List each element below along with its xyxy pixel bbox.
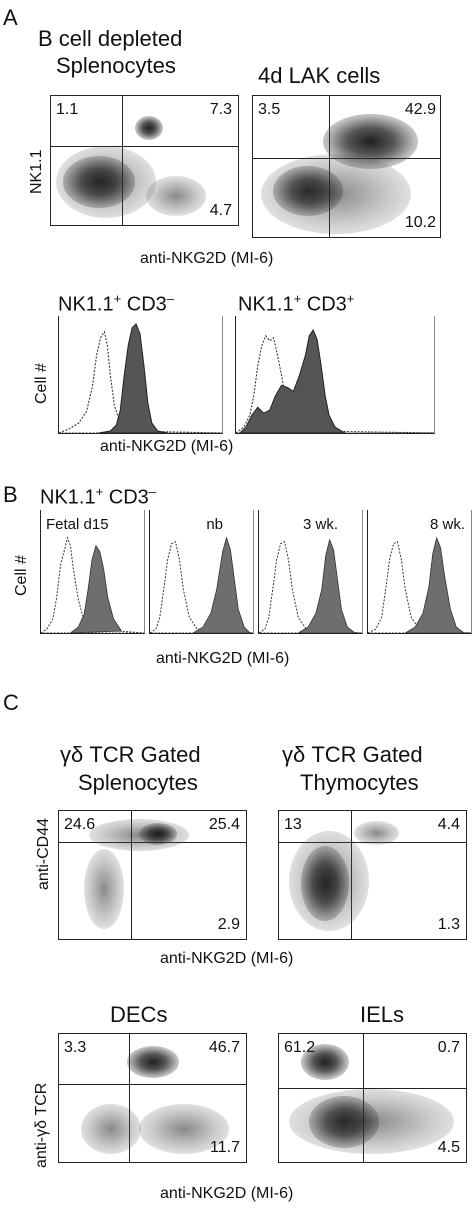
panel-letter-c: C bbox=[3, 690, 19, 715]
histogram-label: 8 wk. bbox=[429, 516, 465, 533]
histogram-label: Fetal d15 bbox=[46, 516, 109, 533]
scatter-plot-decs: 3.3 46.7 11.7 bbox=[58, 1033, 247, 1163]
quadrant-upper-left: 24.6 bbox=[64, 816, 96, 833]
y-axis-label-cd44: anti-CD44 bbox=[35, 817, 52, 890]
plot-title-line1: γδ TCR Gated bbox=[60, 742, 201, 767]
quadrant-upper-left: 3.3 bbox=[64, 1039, 87, 1056]
quadrant-lower-right: 4.7 bbox=[209, 202, 232, 219]
histogram-nk-cd3pos bbox=[235, 316, 435, 434]
plot-title-iels: IELs bbox=[360, 1002, 405, 1027]
panel-letter-a: A bbox=[3, 5, 18, 30]
hist-y-axis-label: Cell # bbox=[33, 363, 50, 404]
quadrant-upper-left: 3.5 bbox=[258, 101, 281, 118]
histogram-nb: nb bbox=[149, 510, 254, 634]
quadrant-lower-right: 4.5 bbox=[437, 1139, 460, 1156]
scatter-plot-lak-cells: 3.5 42.9 10.2 bbox=[252, 95, 441, 238]
quadrant-upper-left: 61.2 bbox=[284, 1039, 316, 1056]
quadrant-lower-right: 2.9 bbox=[217, 916, 240, 933]
plot-title-line1: B cell depleted bbox=[38, 26, 183, 51]
histogram-3-wk: 3 wk. bbox=[258, 510, 363, 634]
histogram-nk-cd3neg bbox=[58, 316, 223, 434]
quadrant-lower-right: 11.7 bbox=[210, 1139, 240, 1156]
hist-title-nk-cd3pos: NK1.1+ CD3+ bbox=[238, 291, 355, 316]
quadrant-upper-right: 42.9 bbox=[404, 101, 436, 118]
quadrant-upper-right: 7.3 bbox=[209, 101, 232, 118]
plot-title: 4d LAK cells bbox=[258, 63, 381, 88]
histogram-8-wk: 8 wk. bbox=[367, 510, 472, 634]
plot-title-line2: Thymocytes bbox=[300, 770, 419, 795]
scatter-plot-splenocytes: 1.1 7.3 4.7 bbox=[50, 95, 239, 226]
scatter-plot-gd-splenocytes: 24.6 25.4 2.9 bbox=[58, 810, 247, 940]
quadrant-lower-right: 10.2 bbox=[404, 214, 436, 231]
scatter-plot-iels: 61.2 0.7 4.5 bbox=[278, 1033, 467, 1163]
quadrant-upper-right: 46.7 bbox=[208, 1039, 240, 1056]
scatter-plot-gd-thymocytes: 13 4.4 1.3 bbox=[278, 810, 467, 940]
hist-x-axis-label: anti-NKG2D (MI-6) bbox=[100, 438, 234, 455]
y-axis-label: NK1.1 bbox=[28, 149, 45, 194]
quadrant-upper-right: 25.4 bbox=[208, 816, 240, 833]
plot-title-decs: DECs bbox=[110, 1002, 168, 1027]
quadrant-upper-right: 4.4 bbox=[437, 816, 460, 833]
quadrant-upper-right: 0.7 bbox=[437, 1039, 460, 1056]
quadrant-lower-right: 1.3 bbox=[437, 916, 460, 933]
plot-title-line2: Splenocytes bbox=[56, 53, 176, 78]
x-axis-label: anti-NKG2D (MI-6) bbox=[140, 250, 274, 267]
histogram-label: nb bbox=[206, 516, 223, 533]
hist-title-nk-cd3neg: NK1.1+ CD3– bbox=[58, 291, 174, 316]
panel-b-y-axis-label: Cell # bbox=[13, 555, 30, 596]
panel-b-title: NK1.1+ CD3– bbox=[40, 484, 156, 509]
plot-title-line1: γδ TCR Gated bbox=[282, 742, 423, 767]
panel-letter-b: B bbox=[3, 482, 18, 507]
x-axis-label-top: anti-NKG2D (MI-6) bbox=[160, 950, 294, 967]
quadrant-upper-left: 1.1 bbox=[56, 101, 79, 118]
plot-title-line2: Splenocytes bbox=[78, 770, 198, 795]
panel-b-x-axis-label: anti-NKG2D (MI-6) bbox=[156, 650, 290, 667]
histogram-fetal-d15: Fetal d15 bbox=[40, 510, 145, 634]
quadrant-upper-left: 13 bbox=[284, 816, 302, 833]
x-axis-label-bottom: anti-NKG2D (MI-6) bbox=[160, 1185, 294, 1202]
histogram-label: 3 wk. bbox=[302, 516, 338, 533]
y-axis-label-gd-tcr: anti-γδ TCR bbox=[33, 1082, 50, 1168]
